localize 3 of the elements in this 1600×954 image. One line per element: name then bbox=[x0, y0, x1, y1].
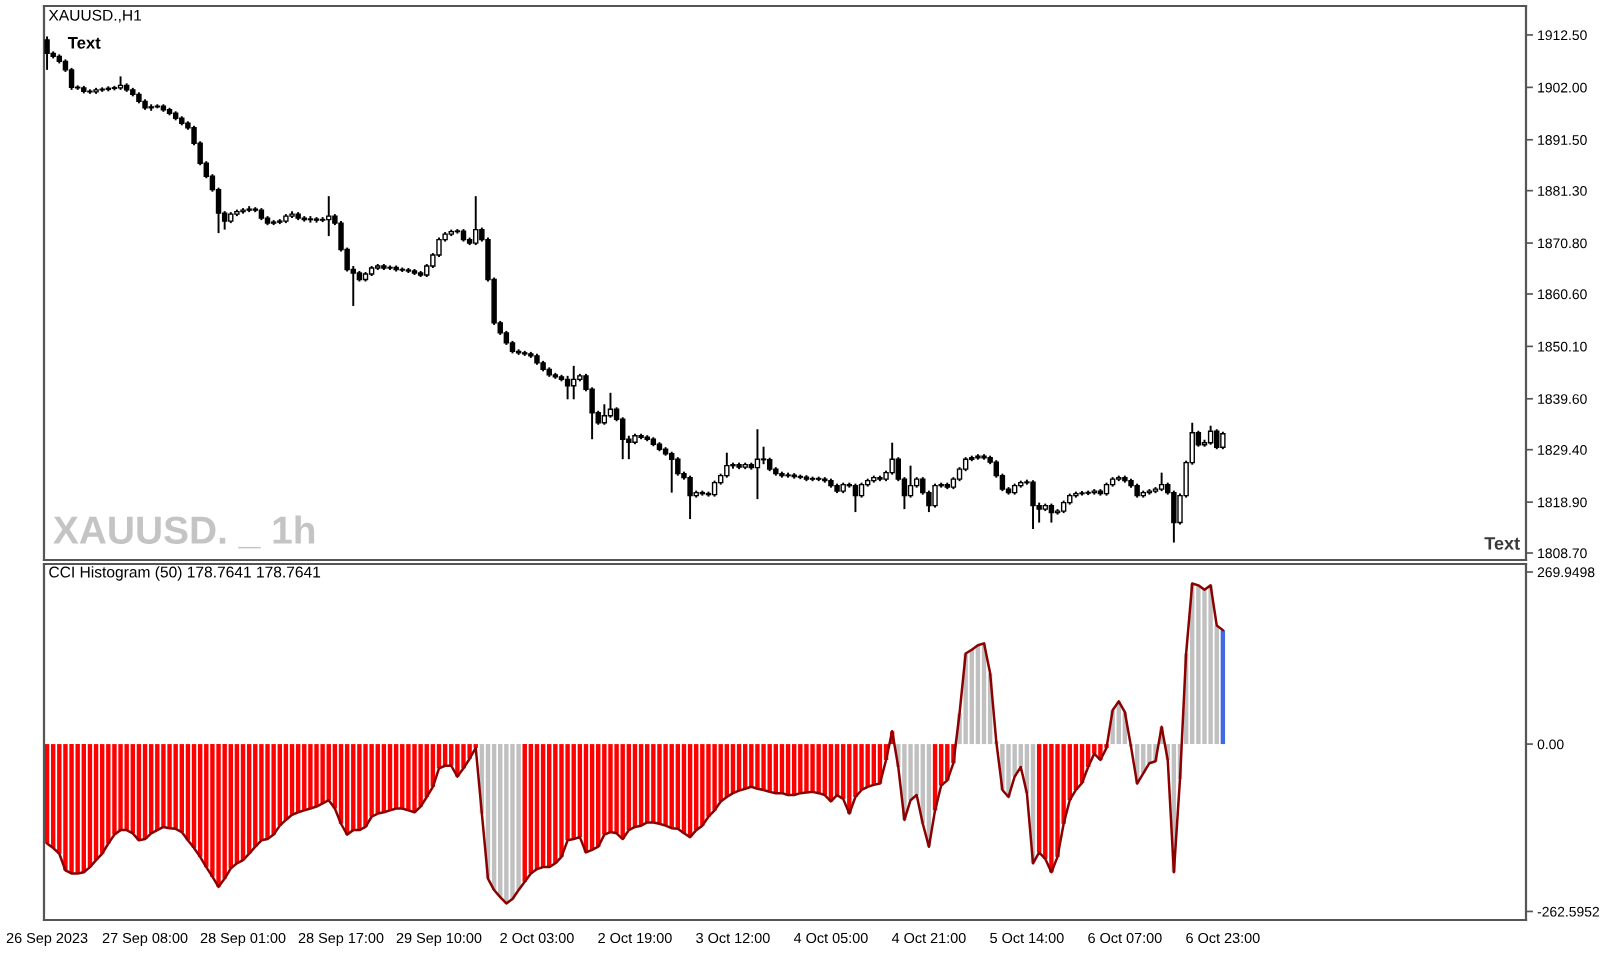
annotation: Text bbox=[1484, 537, 1520, 550]
annotation: XAUUSD. _ 1h bbox=[53, 515, 315, 549]
annotation: Text bbox=[67, 37, 101, 49]
